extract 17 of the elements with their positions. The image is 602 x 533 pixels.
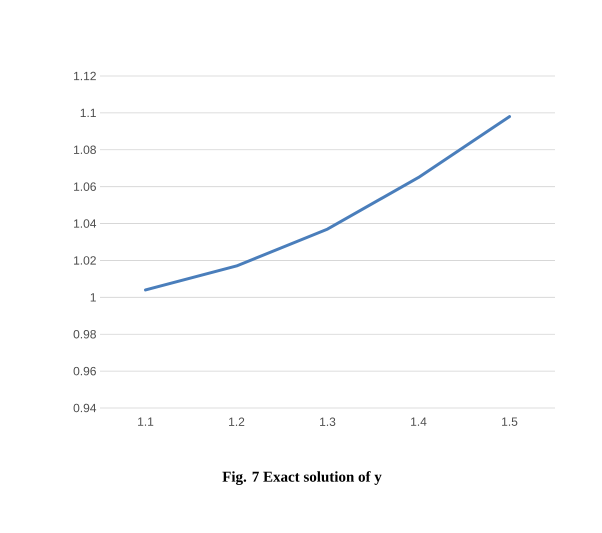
y-tick-label: 1.04 [74, 219, 96, 228]
y-tick-label: 0.98 [74, 330, 96, 338]
x-tick-label: 1.5 [502, 418, 518, 426]
y-tick-label: 1.1 [80, 108, 96, 118]
y-tick-label: 1.12 [74, 72, 96, 80]
x-tick-label: 1.3 [320, 418, 336, 426]
y-tick-label: 1 [90, 293, 96, 302]
x-tick-label: 1.2 [229, 418, 244, 426]
line-series [144, 115, 511, 292]
text: Fig. 7 Exact solution of y [222, 471, 382, 485]
y-tick-label: 0.96 [74, 366, 96, 376]
y-tick-label: 1.08 [74, 146, 96, 154]
x-tick-label: 1.4 [411, 418, 426, 426]
x-tick-label: 1.1 [138, 418, 154, 426]
y-tick-label: 1.06 [74, 182, 96, 191]
y-tick-label: 0.94 [74, 404, 96, 412]
y-tick-label: 1.02 [74, 256, 96, 265]
